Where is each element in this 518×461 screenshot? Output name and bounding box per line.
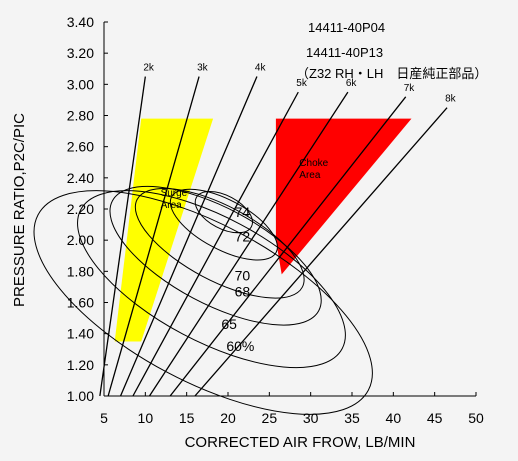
region-label: Area bbox=[161, 200, 183, 211]
region-label: Area bbox=[299, 170, 321, 181]
x-tick-label: 35 bbox=[344, 410, 360, 426]
region-label: Choke bbox=[299, 158, 328, 169]
efficiency-label: 68 bbox=[235, 283, 251, 299]
x-tick-label: 40 bbox=[386, 410, 402, 426]
x-tick-label: 5 bbox=[100, 410, 108, 426]
speed-line-label: 5k bbox=[296, 78, 308, 89]
y-tick-label: 2.40 bbox=[67, 170, 94, 186]
efficiency-island bbox=[33, 190, 373, 415]
efficiency-label: 60% bbox=[226, 338, 254, 354]
x-tick-label: 25 bbox=[262, 410, 278, 426]
y-tick-label: 3.00 bbox=[67, 76, 94, 92]
speed-line bbox=[132, 91, 299, 397]
labels-layer: 14411-40P04 14411-40P13 （Z32 RH・LH 日産純正部… bbox=[11, 20, 487, 451]
efficiency-label: 70 bbox=[235, 268, 251, 284]
speed-line bbox=[119, 76, 258, 397]
speed-line bbox=[107, 76, 200, 397]
y-tick-label: 1.60 bbox=[67, 295, 94, 311]
y-tick-label: 2.00 bbox=[67, 232, 94, 248]
efficiency-island bbox=[109, 185, 322, 326]
speed-line-label: 2k bbox=[143, 63, 155, 74]
y-tick-label: 2.20 bbox=[67, 201, 94, 217]
efficiency-label: 65 bbox=[221, 316, 237, 332]
speed-line bbox=[169, 96, 407, 397]
y-tick-label: 2.60 bbox=[67, 139, 94, 155]
speed-lines-layer: 2k 3k 4k 5k 6k 7k 8k bbox=[99, 63, 457, 397]
efficiency-island bbox=[134, 187, 305, 299]
x-tick-label: 45 bbox=[427, 410, 443, 426]
speed-line-label: 6k bbox=[346, 78, 358, 89]
x-tick-label: 20 bbox=[220, 410, 236, 426]
part-number-3: （Z32 RH・LH 日産純正部品） bbox=[296, 66, 487, 81]
y-axis-title: PRESSURE RATIO,P2C/PIC bbox=[11, 113, 28, 307]
x-axis-title: CORRECTED AIR FROW, LB/MIN bbox=[185, 434, 416, 451]
part-number-2: 14411-40P13 bbox=[306, 45, 383, 60]
part-number-1: 14411-40P04 bbox=[308, 20, 385, 35]
speed-line bbox=[99, 76, 146, 397]
region-surge bbox=[114, 118, 214, 342]
x-tick-label: 15 bbox=[179, 410, 195, 426]
speed-line-label: 7k bbox=[404, 83, 416, 94]
y-tick-label: 3.40 bbox=[67, 14, 94, 30]
y-tick-label: 1.80 bbox=[67, 263, 94, 279]
x-tick-label: 10 bbox=[138, 410, 154, 426]
y-tick-label: 1.00 bbox=[67, 388, 94, 404]
speed-line bbox=[148, 91, 349, 397]
y-tick-label: 2.80 bbox=[67, 108, 94, 124]
region-choke bbox=[275, 118, 412, 275]
ticks-layer: 1.00 1.20 1.40 1.60 1.80 2.00 2.20 2.40 2.60 2.80… bbox=[67, 14, 484, 426]
y-tick-label: 1.20 bbox=[67, 357, 94, 373]
speed-line-label: 8k bbox=[445, 94, 457, 105]
x-tick-label: 50 bbox=[468, 410, 484, 426]
speed-line bbox=[194, 107, 448, 397]
y-tick-label: 3.20 bbox=[67, 45, 94, 61]
efficiency-island bbox=[194, 190, 253, 234]
speed-line-label: 3k bbox=[197, 63, 209, 74]
speed-line-label: 4k bbox=[255, 63, 267, 74]
x-tick-label: 30 bbox=[303, 410, 319, 426]
efficiency-island bbox=[77, 190, 346, 369]
y-tick-label: 1.40 bbox=[67, 326, 94, 342]
